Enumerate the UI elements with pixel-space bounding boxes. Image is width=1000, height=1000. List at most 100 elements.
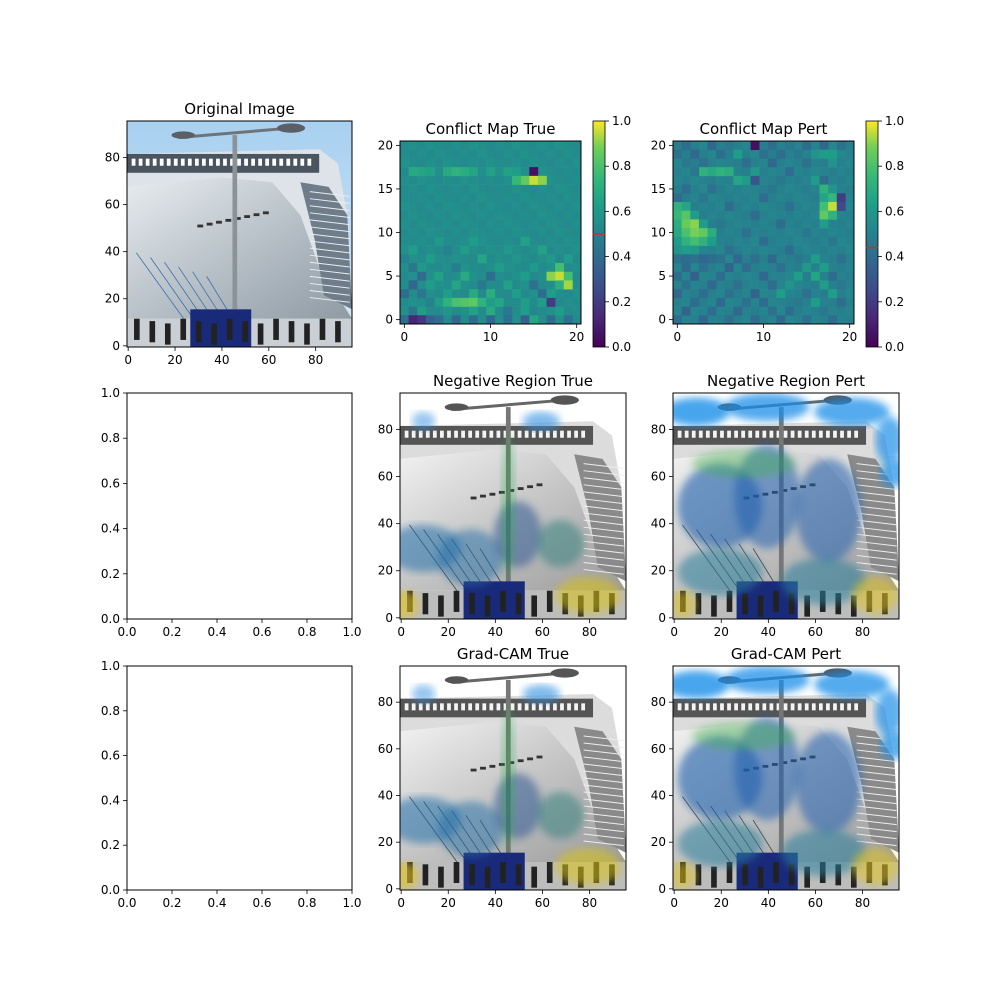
heatmap-cell: [698, 158, 708, 168]
heatmap-cell: [776, 315, 786, 325]
colorbar: [865, 120, 879, 348]
y-tick-label: 40: [378, 789, 393, 803]
window: [691, 703, 696, 711]
heatmap-cell: [767, 263, 777, 273]
heatmap-cell: [537, 167, 547, 177]
balcony-line: [309, 212, 350, 219]
heatmap-cell: [512, 236, 521, 246]
heatmap-cell: [460, 158, 470, 168]
heatmap-cell: [468, 254, 478, 264]
x-tick-label: 40: [214, 353, 229, 367]
heatmap-cell: [529, 289, 539, 299]
x-tick-label: 0.0: [117, 625, 136, 639]
heatmap-cell: [724, 202, 734, 212]
heatmap-cell: [503, 245, 513, 255]
heatmap-cell: [681, 297, 691, 307]
heatmap-cell: [741, 263, 751, 273]
y-tick-label: 10: [378, 226, 393, 240]
heatmap-cell: [408, 315, 418, 325]
window: [517, 703, 522, 711]
heatmap-cell: [434, 263, 444, 273]
heatmap-cell: [425, 141, 435, 151]
heatmap-cell: [802, 175, 812, 185]
heatmap-cell: [563, 175, 573, 185]
heatmap-cell: [468, 289, 478, 299]
window: [411, 430, 416, 438]
heatmap-cell: [451, 202, 461, 212]
heatmap-cell: [716, 254, 726, 264]
panel-7: 0.0 0.2 0.4 0.6 0.8 1.0 0.0 0.2 0.4 0.6 0.8 1.0: [101, 659, 362, 910]
overlay-blob: [411, 684, 436, 704]
window: [833, 430, 837, 438]
person: [804, 595, 811, 617]
heatmap-cell: [572, 271, 582, 281]
heatmap-cell: [836, 236, 846, 246]
heatmap-cell: [494, 149, 504, 159]
heatmap-cell: [434, 315, 444, 325]
heatmap-cell: [707, 280, 717, 290]
panel-6: 0 20 40 60 80 0 20 40 60 80 Negative Region Pert: [651, 372, 900, 639]
window: [418, 703, 423, 711]
heatmap-cell: [707, 245, 717, 255]
y-tick-label: 60: [378, 470, 393, 484]
heatmap-cell: [810, 236, 820, 246]
heatmap-cell: [819, 193, 829, 203]
heatmap-cell: [681, 280, 691, 290]
heatmap-cell: [572, 210, 582, 220]
heatmap-cell: [707, 210, 717, 220]
heatmap-cell: [716, 158, 726, 168]
heatmap-cell: [451, 280, 461, 290]
balcony-line: [583, 791, 624, 798]
window: [418, 430, 423, 438]
window: [769, 430, 774, 438]
heatmap-cell: [836, 271, 846, 281]
lamp-post: [232, 135, 238, 329]
heatmap-cell: [673, 263, 682, 273]
heatmap-cell: [810, 141, 820, 151]
heatmap-cell: [494, 193, 504, 203]
heatmap-cell: [451, 141, 461, 151]
heatmap-cell: [537, 280, 547, 290]
y-tick-label: 80: [651, 422, 666, 436]
heatmap-cell: [443, 193, 453, 203]
heatmap-cell: [810, 158, 820, 168]
person: [422, 593, 429, 615]
heatmap-cell: [460, 149, 470, 159]
heatmap-cell: [802, 158, 812, 168]
heatmap-cell: [425, 271, 435, 281]
heatmap-cell: [802, 315, 812, 325]
heatmap-cell: [572, 245, 582, 255]
heatmap-cell: [400, 193, 409, 203]
heatmap-cell: [819, 202, 829, 212]
heatmap-cell: [486, 280, 496, 290]
balcony-line: [583, 554, 624, 561]
window: [826, 430, 830, 438]
heatmap-cell: [681, 263, 691, 273]
balcony-line: [583, 484, 624, 491]
y-tick-label: 20: [651, 138, 666, 152]
heatmap-cell: [681, 219, 691, 229]
heatmap-cell: [434, 167, 444, 177]
heatmap-cell: [759, 193, 769, 203]
heatmap-cell: [793, 228, 803, 238]
heatmap-cell: [520, 149, 530, 159]
window: [797, 703, 802, 711]
heatmap-cell: [776, 228, 786, 238]
heatmap-cell: [503, 280, 513, 290]
overlay-blob: [677, 820, 763, 867]
colorbar-tick-label: 0.6: [885, 204, 904, 218]
heatmap-cell: [845, 184, 855, 194]
heatmap-cell: [494, 210, 504, 220]
heatmap-cell: [537, 202, 547, 212]
heatmap-cell: [468, 271, 478, 281]
heatmap-cell: [546, 219, 556, 229]
x-tick-label: 0.8: [297, 896, 316, 910]
heatmap-cell: [468, 175, 478, 185]
overlay-blob: [400, 590, 419, 619]
heatmap-cell: [681, 158, 691, 168]
heatmap-cell: [673, 158, 682, 168]
heatmap-cell: [520, 158, 530, 168]
hull-window: [206, 222, 213, 226]
heatmap-cell: [836, 149, 846, 159]
heatmap-cell: [741, 193, 751, 203]
